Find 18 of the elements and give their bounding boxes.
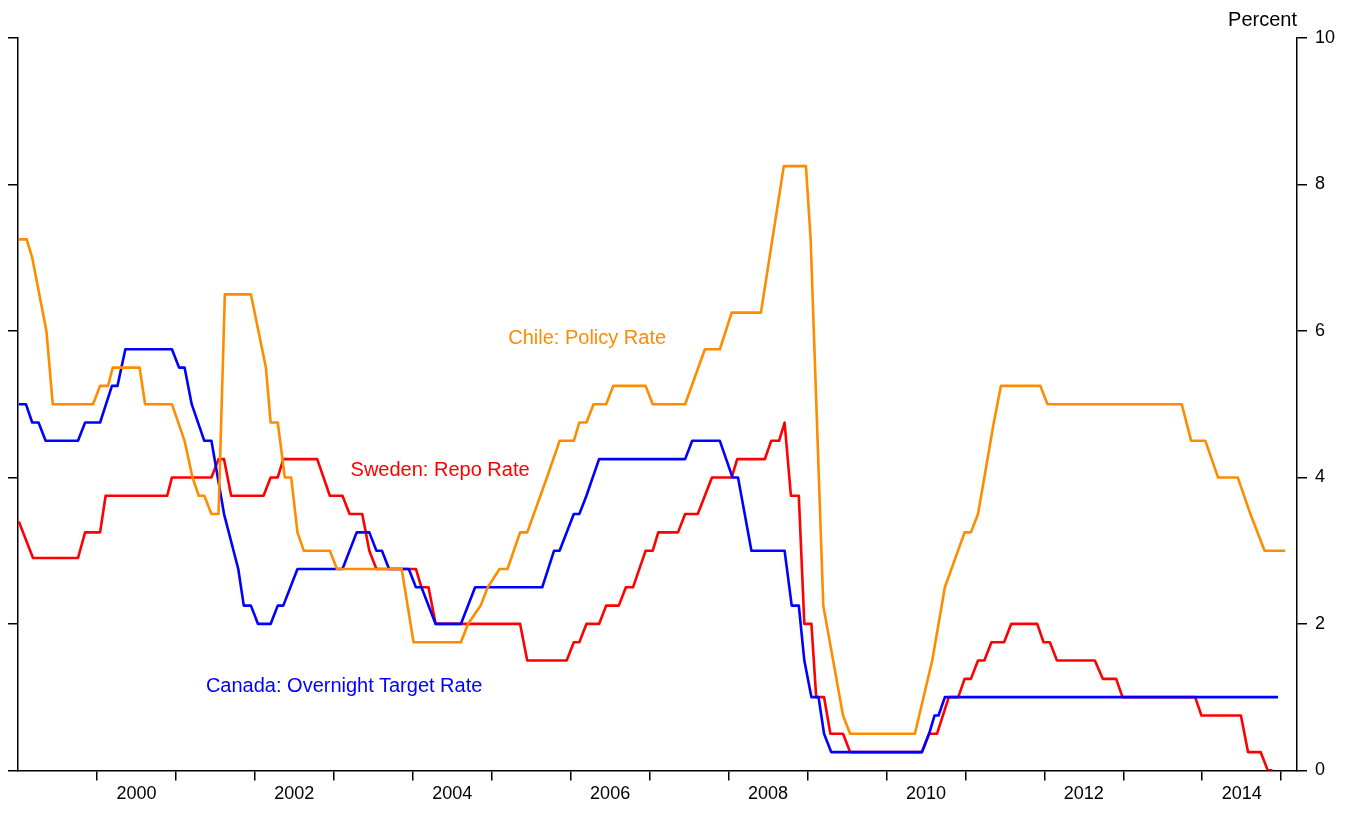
x-tick-label: 2004 [432, 783, 473, 804]
x-tick-label: 2008 [747, 783, 789, 804]
y-tick-label: 4 [1314, 466, 1325, 487]
x-tick-label: 2012 [1063, 783, 1104, 804]
y-tick-label: 0 [1314, 759, 1325, 780]
x-tick-label: 2002 [274, 783, 315, 804]
x-tick-label: 2006 [590, 783, 631, 804]
series-label: Chile: Policy Rate [508, 325, 667, 348]
series-label: Sweden: Repo Rate [350, 457, 530, 480]
y-tick-label: 2 [1314, 612, 1325, 633]
x-tick-label: 2000 [116, 783, 157, 804]
y-tick-label: 8 [1314, 173, 1325, 194]
x-tick-label: 2010 [905, 783, 946, 804]
x-tick-label: 2014 [1221, 783, 1262, 804]
text: Canada: Overnight Target Rate [205, 673, 483, 696]
y-tick-label: 6 [1314, 319, 1325, 340]
y-axis-title: Percent [1228, 7, 1298, 30]
y-tick-label: 10 [1314, 26, 1336, 47]
